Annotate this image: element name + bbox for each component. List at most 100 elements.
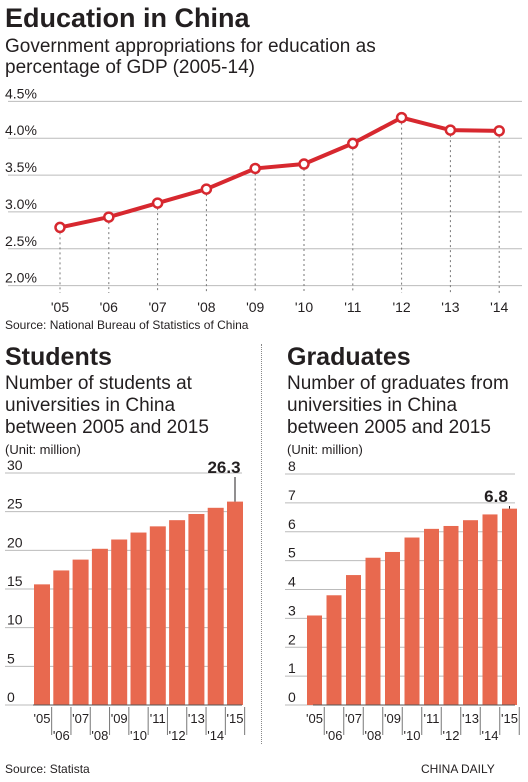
line-point [54, 221, 66, 234]
bar-x-tick-label: '10 [130, 728, 147, 743]
bar-x-tick-label: '11 [150, 711, 166, 726]
bar-x-tick-label: '15 [501, 711, 518, 726]
source-top: Source: National Bureau of Statistics of… [5, 318, 249, 332]
bar [463, 520, 478, 705]
line-point [103, 211, 115, 223]
line-y-tick-label: 4.5% [5, 85, 37, 101]
bar [482, 514, 498, 705]
bar-callout-label: 6.8 [484, 487, 508, 506]
line-x-tick-label: '13 [441, 299, 459, 315]
bar-y-tick-label: 3 [288, 602, 296, 618]
graduates-unit: (Unit: million) [287, 442, 363, 457]
line-point [493, 125, 505, 137]
bar [111, 539, 128, 705]
bar-y-tick-label: 0 [288, 689, 296, 705]
line-point [395, 111, 408, 124]
line-point [200, 183, 213, 195]
line-y-tick-label: 3.5% [5, 159, 37, 175]
line-point [249, 162, 261, 175]
graduates-heading: Graduates [287, 343, 411, 371]
bar [53, 570, 70, 705]
bar-y-tick-label: 8 [288, 458, 296, 474]
bar-x-tick-label: '07 [345, 711, 362, 726]
bar [424, 528, 439, 705]
bar-callout-label: 26.3 [207, 458, 240, 477]
bar-x-tick-label: '12 [169, 728, 186, 743]
credit: CHINA DAILY [421, 762, 495, 776]
line-y-tick-label: 2.0% [5, 270, 37, 286]
line-y-tick-label: 2.5% [5, 233, 37, 249]
bar-x-tick-label: '06 [53, 728, 70, 743]
page-title: Education in China [5, 3, 250, 33]
bar-y-tick-label: 7 [288, 487, 296, 503]
bar-y-tick-label: 30 [7, 457, 23, 473]
bar-y-tick-label: 2 [288, 631, 296, 647]
students-heading: Students [5, 343, 112, 371]
line-point [444, 124, 457, 136]
bar [91, 548, 108, 705]
bar-y-tick-label: 5 [288, 545, 296, 561]
bar-x-tick-label: '14 [482, 728, 499, 743]
bar-x-tick-label: '15 [227, 711, 244, 726]
bar [227, 501, 243, 705]
line-x-tick-label: '05 [51, 299, 69, 315]
bar-x-tick-label: '06 [326, 728, 343, 743]
line-series [59, 115, 500, 230]
bar-y-tick-label: 6 [288, 516, 296, 532]
line-point [151, 197, 164, 209]
bar-x-tick-label: '08 [91, 728, 108, 743]
bar-x-tick-label: '07 [72, 711, 89, 726]
bar [346, 575, 361, 705]
bar [188, 513, 205, 705]
bar-y-tick-label: 25 [7, 496, 23, 512]
bar-x-tick-label: '05 [306, 711, 323, 726]
bar-y-tick-label: 15 [7, 573, 23, 589]
column-divider [261, 344, 262, 744]
bar-x-tick-label: '11 [424, 711, 440, 726]
students-subtitle: Number of students at universities in Ch… [5, 373, 209, 438]
bar [72, 559, 89, 705]
bar [385, 551, 400, 705]
bar-x-tick-label: '05 [34, 711, 51, 726]
line-x-tick-label: '06 [100, 299, 118, 315]
page-subtitle: Government appropriations for education … [5, 36, 376, 78]
bar-x-tick-label: '13 [462, 711, 479, 726]
bar-x-tick-label: '09 [111, 711, 128, 726]
bar [404, 537, 420, 705]
bar-y-tick-label: 10 [7, 612, 23, 628]
bar [34, 584, 50, 705]
bar-y-tick-label: 4 [288, 574, 296, 590]
source-bottom: Source: Statista [5, 762, 90, 776]
bar-x-tick-label: '09 [384, 711, 401, 726]
students-unit: (Unit: million) [5, 442, 81, 457]
bar-y-tick-label: 1 [288, 660, 296, 676]
bar [502, 508, 517, 705]
bar-y-tick-label: 20 [7, 534, 23, 550]
line-x-tick-label: '14 [490, 299, 508, 315]
line-x-tick-label: '09 [246, 299, 264, 315]
bar-x-tick-label: '14 [207, 728, 224, 743]
bar-x-tick-label: '08 [365, 728, 382, 743]
line-y-tick-label: 4.0% [5, 122, 37, 138]
bar [443, 525, 459, 705]
bar [326, 595, 342, 705]
bar [169, 520, 186, 705]
line-point [298, 158, 310, 170]
line-y-tick-label: 3.0% [5, 196, 37, 212]
bar [130, 532, 147, 705]
graduates-subtitle: Number of graduates from universities in… [287, 373, 509, 438]
bar-x-tick-label: '12 [443, 728, 460, 743]
bar [365, 557, 381, 705]
bar [307, 615, 322, 705]
bar-x-tick-label: '13 [188, 711, 205, 726]
line-x-tick-label: '11 [344, 299, 361, 315]
line-point [347, 137, 359, 150]
bar-x-tick-label: '10 [404, 728, 421, 743]
bar-y-tick-label: 0 [7, 689, 15, 705]
line-x-tick-label: '08 [197, 299, 215, 315]
line-x-tick-label: '10 [295, 299, 313, 315]
bar-y-tick-label: 5 [7, 650, 15, 666]
